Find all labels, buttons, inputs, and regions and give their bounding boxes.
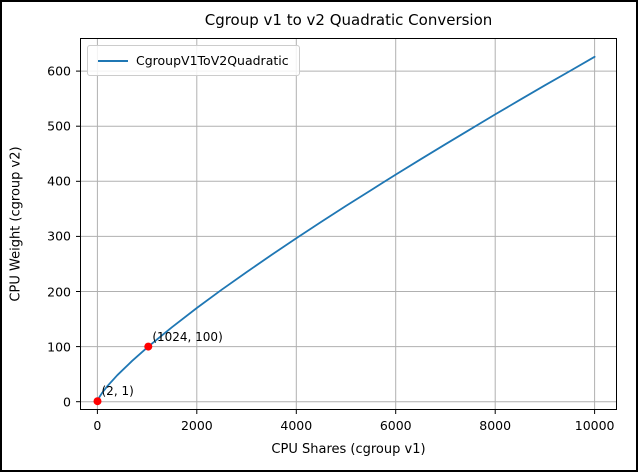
y-tick-label: 0 (63, 394, 71, 410)
y-tick-label: 500 (47, 118, 71, 134)
y-tick-label: 100 (47, 339, 71, 355)
y-tick-label: 600 (47, 63, 71, 79)
y-tick-label: 300 (47, 228, 71, 244)
annotation-default-point: (1024, 100) (152, 329, 223, 344)
x-tick-label: 10000 (574, 418, 615, 433)
plot-area (76, 38, 617, 414)
y-axis-label: CPU Weight (cgroup v2) (8, 146, 24, 302)
annotation-min-point: (2, 1) (101, 384, 134, 399)
x-axis-label: CPU Shares (cgroup v1) (271, 442, 426, 457)
legend-line-sample (98, 59, 128, 62)
x-tick-label: 4000 (280, 418, 313, 433)
x-tick-label: 8000 (479, 418, 512, 433)
legend-label: CgroupV1ToV2Quadratic (136, 53, 289, 68)
x-tick-label: 6000 (379, 418, 412, 433)
legend: CgroupV1ToV2Quadratic (87, 45, 300, 76)
y-tick-label: 400 (47, 173, 71, 189)
x-tick-label: 2000 (180, 418, 213, 433)
chart-title: Cgroup v1 to v2 Quadratic Conversion (204, 11, 493, 29)
y-tick-label: 200 (47, 284, 71, 299)
x-tick-label: 0 (93, 418, 102, 433)
